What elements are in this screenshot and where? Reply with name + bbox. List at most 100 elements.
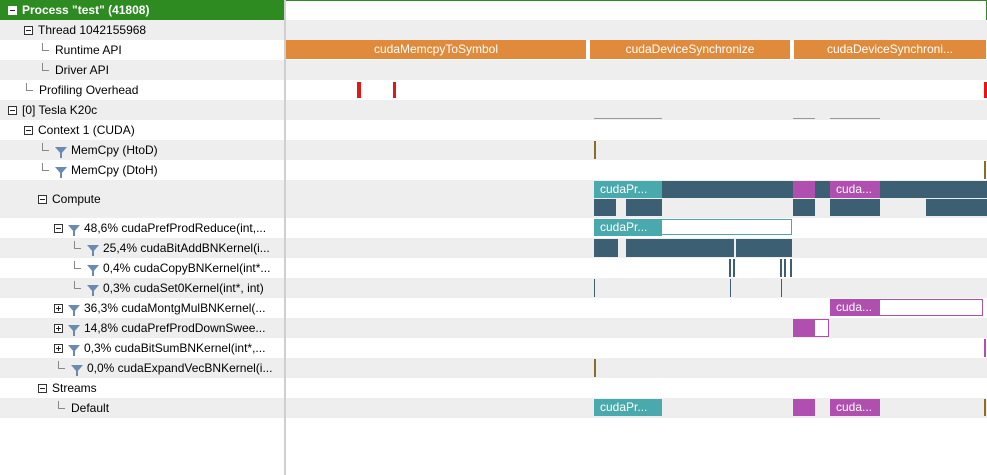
downsweep-bar[interactable] <box>793 319 815 337</box>
tree-row-label: 0,3% cudaBitSumBNKernel(int*,... <box>84 341 266 355</box>
compute-bar-montgmul[interactable]: cuda... <box>830 181 880 198</box>
expand-icon[interactable] <box>54 303 63 313</box>
tree-row-kernel-expandvecbn[interactable]: 0,0% cudaExpandVecBNKernel(i... <box>0 358 284 378</box>
tree-row-label: 0,4% cudaCopyBNKernel(int*... <box>103 261 271 275</box>
compute-bar-dark[interactable] <box>830 199 880 216</box>
collapse-icon[interactable] <box>8 5 17 15</box>
compute-bar-downsweep[interactable] <box>793 181 815 198</box>
stream-mark[interactable] <box>984 399 986 416</box>
tree-row-kernel-montgmulbn[interactable]: 36,3% cudaMontgMulBNKernel(... <box>0 298 284 318</box>
tree-row-label: Driver API <box>55 63 110 77</box>
timeline-row-context <box>286 120 987 140</box>
compute-bar-dark[interactable] <box>594 181 987 198</box>
filter-icon[interactable] <box>68 324 80 336</box>
tree-row-label: 0,3% cudaSet0Kernel(int*, int) <box>103 281 264 295</box>
timeline-row-copybn <box>286 258 987 278</box>
copybn-mark[interactable] <box>780 259 782 277</box>
stream-bar-downsweep[interactable] <box>793 399 815 416</box>
montgmul-bar[interactable]: cuda... <box>830 299 880 316</box>
set0-mark[interactable] <box>781 279 782 297</box>
expand-icon[interactable] <box>54 323 63 333</box>
collapse-icon[interactable] <box>24 25 33 35</box>
panel-splitter[interactable] <box>284 0 286 475</box>
collapse-icon[interactable] <box>54 223 63 233</box>
bitaddbn-bar[interactable] <box>626 239 734 257</box>
memcpy-htod-mark[interactable] <box>594 141 596 159</box>
filter-icon[interactable] <box>71 364 83 376</box>
runtime-api-bar-devicesync[interactable]: cudaDeviceSynchronize <box>590 40 790 59</box>
tree-row-compute[interactable]: Compute <box>0 180 284 218</box>
tree-row-memcpy-dtoh[interactable]: MemCpy (DtoH) <box>0 160 284 180</box>
tree-row-kernel-copybn[interactable]: 0,4% cudaCopyBNKernel(int*... <box>0 258 284 278</box>
timeline-row-set0 <box>286 278 987 298</box>
collapse-icon[interactable] <box>38 383 47 393</box>
collapse-icon[interactable] <box>38 194 47 204</box>
runtime-api-bar-devicesync-2[interactable]: cudaDeviceSynchroni... <box>794 40 986 59</box>
timeline-row-device <box>286 100 987 120</box>
expand-icon[interactable] <box>54 343 63 353</box>
copybn-mark[interactable] <box>733 259 735 277</box>
tree-row-thread[interactable]: Thread 1042155968 <box>0 20 284 40</box>
overhead-mark[interactable] <box>984 82 987 98</box>
tree-row-process[interactable]: Process "test" (41808) <box>0 0 284 20</box>
tree-row-label: 0,0% cudaExpandVecBNKernel(i... <box>87 361 273 375</box>
overhead-mark[interactable] <box>357 82 361 98</box>
runtime-api-bar-memcpytosymbol[interactable]: cudaMemcpyToSymbol <box>286 40 586 59</box>
filter-icon[interactable] <box>87 284 99 296</box>
tree-row-streams[interactable]: Streams <box>0 378 284 398</box>
tree-row-kernel-prefprodreduce[interactable]: 48,6% cudaPrefProdReduce(int,... <box>0 218 284 238</box>
timeline-row-profiling-overhead <box>286 80 987 100</box>
filter-icon[interactable] <box>68 344 80 356</box>
bitsumbn-mark[interactable] <box>984 339 986 357</box>
bitaddbn-bar[interactable] <box>736 239 792 257</box>
copybn-mark[interactable] <box>790 259 792 277</box>
set0-mark[interactable] <box>594 279 595 297</box>
tree-row-kernel-set0[interactable]: 0,3% cudaSet0Kernel(int*, int) <box>0 278 284 298</box>
filter-icon[interactable] <box>55 166 67 178</box>
tree-row-kernel-bitsumbn[interactable]: 0,3% cudaBitSumBNKernel(int*,... <box>0 338 284 358</box>
compute-bar-dark[interactable] <box>626 199 662 216</box>
collapse-icon[interactable] <box>24 125 33 135</box>
memcpy-dtoh-mark[interactable] <box>984 161 986 179</box>
tree-row-profiling-overhead[interactable]: Profiling Overhead <box>0 80 284 100</box>
timeline-panel[interactable]: cudaMemcpyToSymbol cudaDeviceSynchronize… <box>286 0 987 475</box>
tree-row-runtime-api[interactable]: Runtime API <box>0 40 284 60</box>
compute-bar-dark[interactable] <box>926 199 987 216</box>
compute-bar-dark[interactable] <box>793 199 815 216</box>
tree-row-kernel-prefproddownsweep[interactable]: 14,8% cudaPrefProdDownSwee... <box>0 318 284 338</box>
tree-connector-icon <box>42 143 49 151</box>
tree-row-label: Thread 1042155968 <box>38 23 147 37</box>
tree-connector-icon <box>58 401 65 409</box>
set0-mark[interactable] <box>730 279 731 297</box>
tree-row-label: MemCpy (DtoH) <box>71 163 158 177</box>
expandvecbn-mark[interactable] <box>594 359 596 377</box>
stream-bar-montgmul[interactable]: cuda... <box>830 399 880 416</box>
tree-row-context[interactable]: Context 1 (CUDA) <box>0 120 284 140</box>
copybn-mark[interactable] <box>784 259 786 277</box>
collapse-icon[interactable] <box>8 105 17 115</box>
tree-connector-icon <box>42 163 49 171</box>
tree-row-kernel-bitaddbn[interactable]: 25,4% cudaBitAddBNKernel(i... <box>0 238 284 258</box>
filter-icon[interactable] <box>68 304 80 316</box>
tree-row-label: 48,6% cudaPrefProdReduce(int,... <box>84 221 267 235</box>
copybn-mark[interactable] <box>729 259 731 277</box>
filter-icon[interactable] <box>87 264 99 276</box>
filter-icon[interactable] <box>55 146 67 158</box>
compute-bar-prefprod[interactable]: cudaPr... <box>594 181 662 198</box>
tree-row-stream-default[interactable]: Default <box>0 398 284 418</box>
stream-bar-prefprod[interactable]: cudaPr... <box>594 399 662 416</box>
compute-bar-dark[interactable] <box>594 199 616 216</box>
filter-icon[interactable] <box>68 224 80 236</box>
filter-icon[interactable] <box>87 244 99 256</box>
timeline-row-memcpy-htod <box>286 140 987 160</box>
tree-row-device[interactable]: [0] Tesla K20c <box>0 100 284 120</box>
tree-connector-icon <box>74 281 81 289</box>
tree-row-memcpy-htod[interactable]: MemCpy (HtoD) <box>0 140 284 160</box>
tree-row-driver-api[interactable]: Driver API <box>0 60 284 80</box>
context-activity-line <box>830 118 880 119</box>
tree-row-label: Compute <box>52 192 101 206</box>
prefprodreduce-bar[interactable]: cudaPr... <box>594 219 662 236</box>
overhead-mark[interactable] <box>393 82 396 98</box>
bitaddbn-bar[interactable] <box>594 239 618 257</box>
tree-row-label: Profiling Overhead <box>39 83 139 97</box>
